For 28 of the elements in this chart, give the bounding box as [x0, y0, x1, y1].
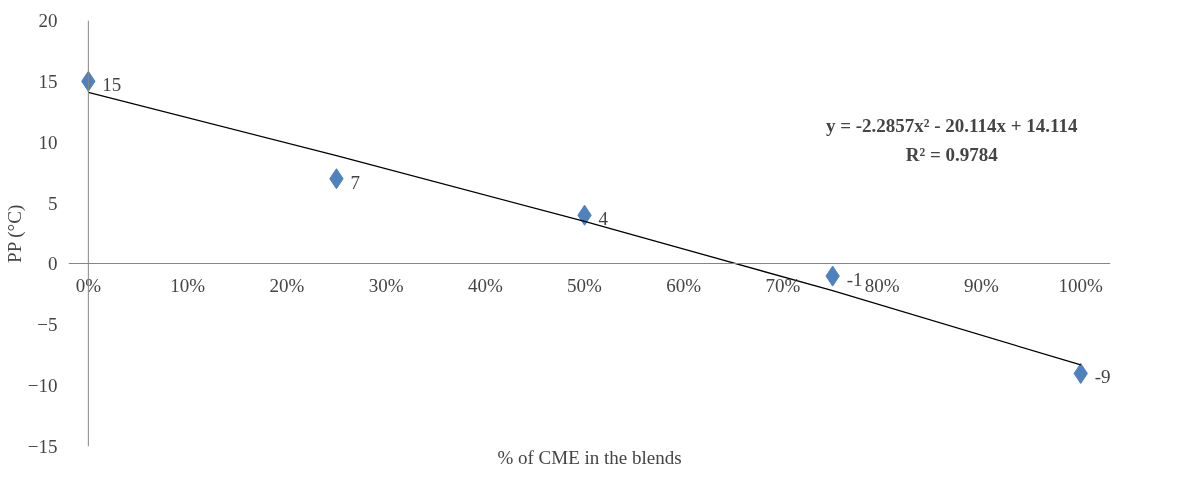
annotation: R² = 0.9784: [905, 144, 999, 166]
data-label: 4: [598, 208, 609, 230]
y-tick-label: 20: [38, 10, 58, 31]
x-tick-label: 90%: [964, 274, 1000, 296]
x-tick-label: 60%: [666, 274, 702, 296]
data-label: 7: [350, 171, 360, 193]
y-tick-label: −5: [37, 314, 58, 336]
x-tick-label: 30%: [368, 274, 404, 296]
x-axis-title: % of CME in the blends: [497, 446, 682, 468]
y-axis-title: PP (°C): [3, 204, 26, 263]
y-tick-label: 10: [38, 131, 58, 153]
data-label: 15: [102, 74, 122, 96]
x-tick-label: 50%: [567, 274, 603, 296]
x-tick-label: 70%: [765, 274, 801, 296]
x-tick-label: 0%: [75, 274, 102, 296]
y-tick-label: 5: [48, 192, 58, 214]
x-tick-label: 40%: [467, 274, 503, 296]
data-label: -9: [1094, 366, 1111, 388]
y-tick-label: −10: [27, 375, 58, 397]
x-tick-label: 100%: [1058, 274, 1104, 296]
annotation: y = -2.2857x² - 20.114x + 14.114: [825, 115, 1079, 137]
x-tick-label: 20%: [269, 274, 305, 296]
x-tick-label: 10%: [170, 274, 206, 296]
y-tick-label: 15: [38, 70, 58, 92]
data-label: -1: [846, 269, 863, 291]
y-tick-label: −15: [27, 436, 58, 457]
x-tick-label: 80%: [864, 274, 900, 296]
y-tick-label: 0: [48, 253, 58, 275]
